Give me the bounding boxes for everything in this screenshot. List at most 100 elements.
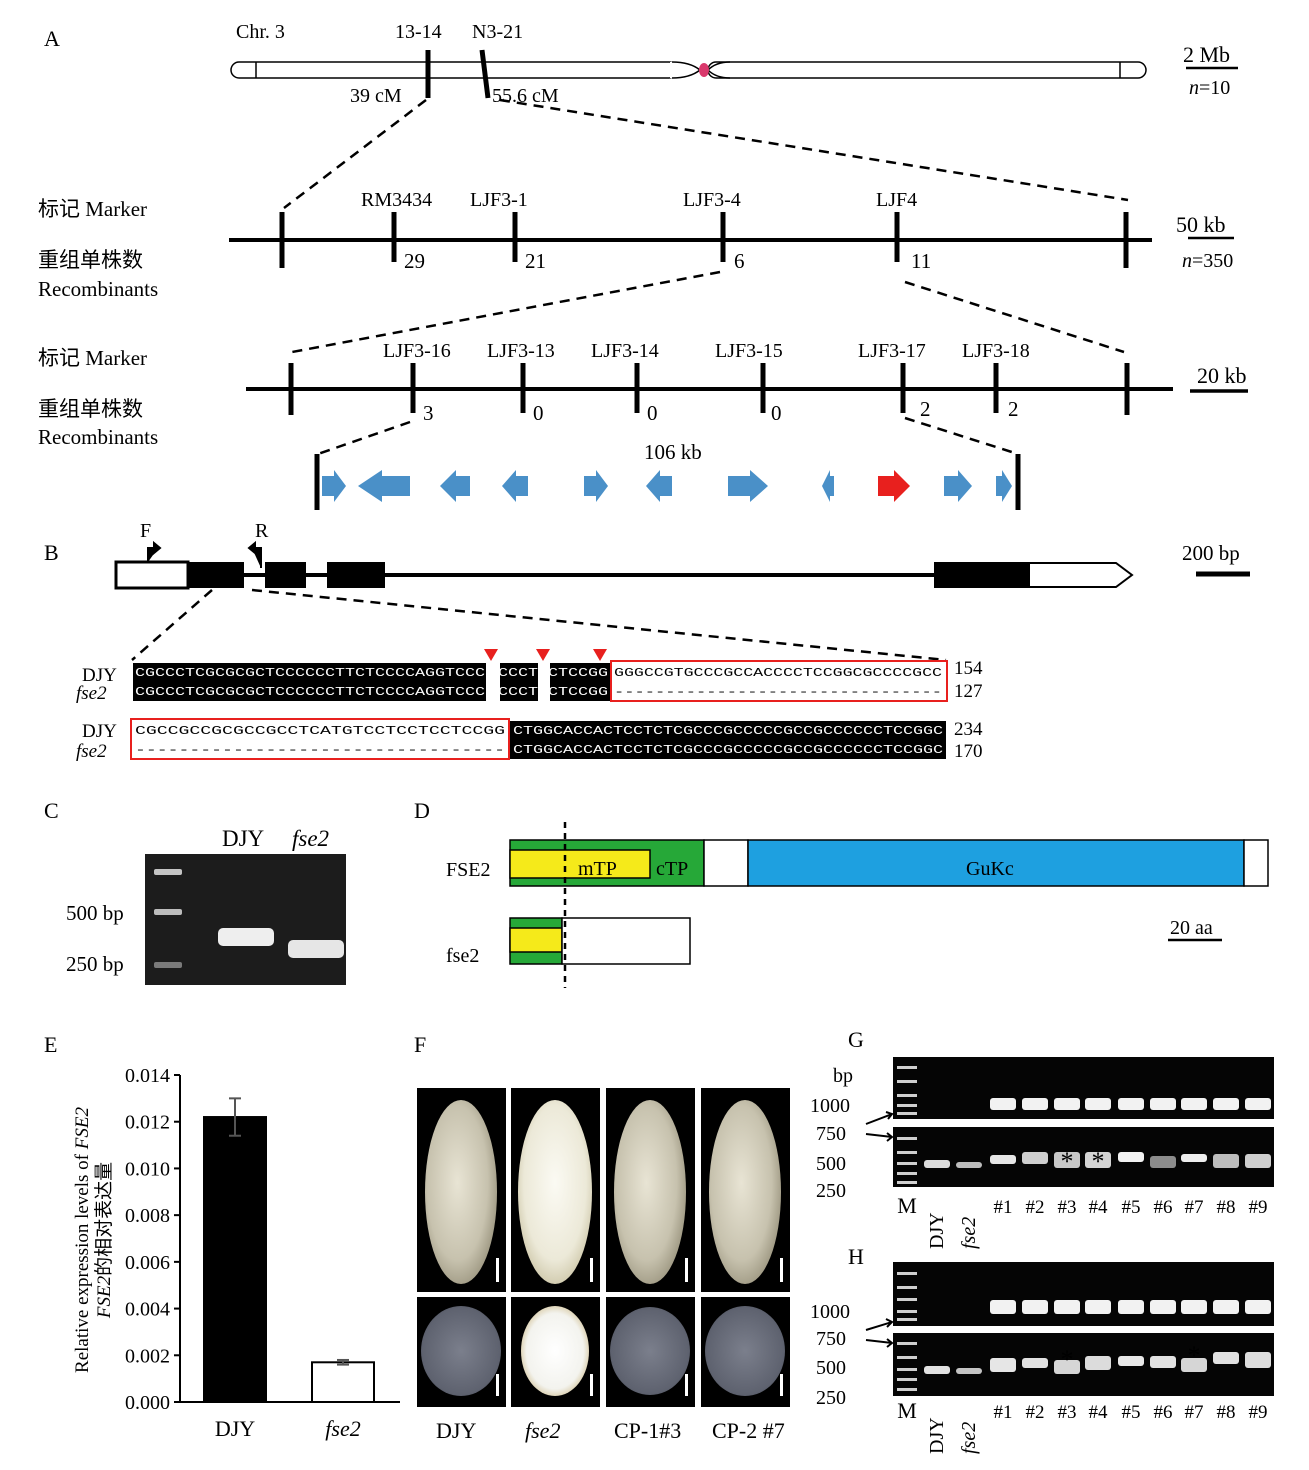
lane-label: #2 <box>1026 1197 1045 1218</box>
recomb-row-label-en-1: Recombinants <box>38 277 158 301</box>
panel-label-c: C <box>44 798 59 823</box>
expression-bar-chart: 0.000 0.002 0.004 0.006 0.008 0.010 0.012 0.014… <box>125 1065 400 1441</box>
zoom-line <box>317 420 411 456</box>
pcr-band <box>956 1368 982 1374</box>
lane-label: #6 <box>1154 1197 1173 1218</box>
edited-star: * <box>1061 1147 1074 1176</box>
ladder-band <box>897 1104 917 1107</box>
count-ljf3-1: 21 <box>525 249 546 273</box>
gel-h-lane-labels: M DJY fse2 #1 #2 #3 #4 #5 #6 #7 #8 #9 <box>897 1398 1267 1454</box>
section-cp1 <box>610 1307 690 1395</box>
scale-50kb: 50 kb <box>1176 212 1226 237</box>
marker-ljf3-17: LJF3-17 <box>858 340 926 362</box>
seq-end-234: 234 <box>954 719 983 740</box>
domain-mtp <box>509 849 651 879</box>
lane-label: #7 <box>1185 1402 1204 1423</box>
label-gukc: GuKc <box>966 858 1014 880</box>
marker-ljf3-18: LJF3-18 <box>962 340 1030 362</box>
gel-g-size-750: 750 <box>816 1123 846 1145</box>
pcr-band <box>924 1160 950 1168</box>
pcr-band <box>1085 1098 1111 1110</box>
exon-1 <box>188 562 244 588</box>
protein-fse2-wt: FSE2 <box>446 859 490 881</box>
lane-label: #2 <box>1026 1402 1045 1423</box>
exon-3 <box>327 562 385 588</box>
y-tick-label: 0.008 <box>125 1205 170 1227</box>
lane-label: #1 <box>994 1197 1013 1218</box>
ladder-band <box>897 1112 917 1115</box>
pcr-band <box>1150 1098 1176 1110</box>
pcr-band <box>1150 1156 1176 1168</box>
marker-ljf3-16: LJF3-16 <box>383 340 451 362</box>
label-ctp: cTP <box>656 858 688 880</box>
marker-ljf3-15: LJF3-15 <box>715 340 783 362</box>
pcr-band <box>1085 1356 1111 1370</box>
lane-label: #7 <box>1185 1197 1204 1218</box>
ladder-band <box>897 1272 917 1275</box>
count-ljf4: 11 <box>911 249 931 273</box>
gene-arrows <box>322 470 1012 502</box>
gene-arrow-right <box>944 470 972 502</box>
seq-label-djy-2: DJY <box>82 721 117 742</box>
gene-structure <box>114 540 1134 590</box>
y-tick-label: 0.012 <box>125 1112 170 1134</box>
seq-end-127: 127 <box>954 681 983 702</box>
gel-h-size-1000: 1000 <box>810 1301 850 1323</box>
pcr-band <box>1150 1356 1176 1368</box>
pcr-band <box>1118 1152 1144 1162</box>
grain-label-cp2: CP-2 #7 <box>712 1418 785 1443</box>
chromosome-arm-long <box>707 61 1147 79</box>
pcr-band <box>1213 1098 1239 1110</box>
lane-label: #8 <box>1217 1197 1236 1218</box>
ladder-band <box>897 1094 917 1097</box>
ladder-band <box>154 962 182 968</box>
gel-image-g: * * <box>893 1057 1274 1187</box>
seq-label-fse2-2: fse2 <box>76 741 107 762</box>
ladder-band <box>897 1368 917 1371</box>
gel-c-size-500: 500 bp <box>66 901 124 925</box>
marker-rm3434: RM3434 <box>361 189 432 211</box>
gene-arrow-right <box>322 470 346 502</box>
section-fse2 <box>521 1306 589 1396</box>
pcr-band <box>990 1098 1016 1110</box>
grain-cp2 <box>709 1100 781 1284</box>
gel-g-size-250: 250 <box>816 1180 846 1202</box>
gel-image-h: * * <box>893 1262 1274 1396</box>
pcr-band <box>1022 1358 1048 1368</box>
candidate-gene-arrow <box>878 470 910 502</box>
scale-200bp: 200 bp <box>1182 541 1240 565</box>
grain-label-fse2: fse2 <box>525 1418 560 1443</box>
gel-g-lane-labels: M DJY fse2 #1 #2 #3 #4 #5 #6 #7 #8 #9 <box>897 1193 1267 1249</box>
gel-h-size-500: 500 <box>816 1357 846 1379</box>
count-ljf3-14: 0 <box>647 401 658 425</box>
gel-h-size-750: 750 <box>816 1328 846 1350</box>
lane-label: M <box>897 1398 917 1423</box>
lane-label: M <box>897 1193 917 1218</box>
gel-h-size-250: 250 <box>816 1387 846 1409</box>
bar-fse2 <box>311 1361 375 1403</box>
pcr-band <box>1150 1300 1176 1314</box>
y-tick-label: 0.000 <box>125 1392 170 1414</box>
deletion-marker <box>593 649 607 661</box>
seq-fse2-a: CGCCCTCGCGCGCTCCCCCCTTCTCCCCAGGTCCC <box>135 685 485 699</box>
marker-ljf3-4: LJF3-4 <box>683 189 741 211</box>
pcr-band <box>1181 1154 1207 1162</box>
edited-star: * <box>1061 1345 1074 1374</box>
sequence-alignment-2: DJY fse2 CGCCGCCGCGCCGCCTCATGTCCTCCTCCTC… <box>76 718 983 762</box>
gene-arrow-left <box>822 470 834 502</box>
lane-label: #9 <box>1249 1197 1268 1218</box>
lane-label: #4 <box>1089 1197 1109 1218</box>
lane-label: #3 <box>1058 1197 1077 1218</box>
marker-n3-21-tick <box>479 49 491 99</box>
pcr-band <box>1245 1154 1271 1168</box>
gene-arrow-left <box>440 470 470 502</box>
pcr-band <box>1085 1152 1111 1168</box>
recomb-row-label-en-2: Recombinants <box>38 425 158 449</box>
exon-2 <box>265 562 306 588</box>
recomb-row-label-2: 重组单株数 <box>38 397 143 421</box>
ladder-band <box>897 1172 917 1175</box>
marker-row-label-1: 标记 Marker <box>38 197 147 221</box>
ladder-band <box>897 1181 917 1184</box>
pcr-band <box>1118 1098 1144 1110</box>
